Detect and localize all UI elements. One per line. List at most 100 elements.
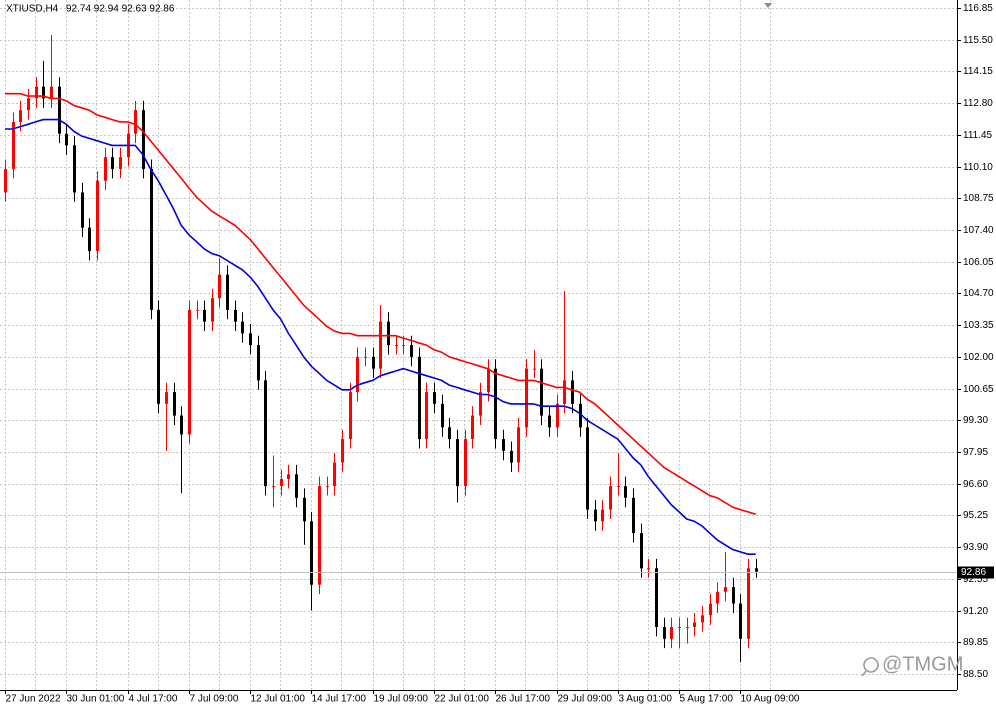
candle-body	[464, 439, 467, 487]
candle-body	[157, 309, 160, 404]
x-tick-label: 14 Jul 17:00	[312, 694, 367, 705]
x-tick-label: 22 Jul 01:00	[435, 694, 490, 705]
x-tick-label: 29 Jul 09:00	[558, 694, 613, 705]
candle-body	[586, 427, 589, 510]
candle-body	[180, 415, 183, 435]
y-tick-label: 96.60	[963, 479, 988, 490]
y-tick-label: 111.45	[963, 130, 993, 141]
candle-body	[96, 180, 99, 252]
candle-body	[35, 86, 38, 99]
candle-body	[601, 509, 604, 522]
y-tick-label: 92.55	[963, 574, 988, 585]
candle-body	[318, 486, 321, 585]
candle-body	[349, 392, 352, 440]
y-tick-label: 95.25	[963, 510, 988, 521]
y-tick-label: 116.85	[963, 3, 993, 14]
candle-body	[533, 368, 536, 370]
candle-body	[379, 321, 382, 369]
candle-body	[142, 110, 145, 169]
candle-body	[640, 533, 643, 569]
candle-body	[540, 368, 543, 416]
candle-body	[594, 509, 597, 522]
candle-body	[456, 439, 459, 487]
candle-body	[226, 274, 229, 310]
candle-body	[724, 587, 727, 592]
candle-body	[487, 368, 490, 393]
x-tick-label: 10 Aug 09:00	[741, 694, 800, 705]
candle-body	[441, 403, 444, 428]
candle-body	[173, 392, 176, 416]
candle-body	[333, 462, 336, 487]
candle-body	[548, 415, 551, 428]
candle-body	[663, 627, 666, 639]
candle-body	[264, 380, 267, 487]
candle-body	[747, 568, 750, 639]
x-tick-label: 7 Jul 09:00	[190, 694, 239, 705]
candle-body	[234, 309, 237, 322]
x-tick-label: 12 Jul 01:00	[251, 694, 306, 705]
chart-title: XTIUSD,H4	[6, 4, 59, 15]
candle-body	[563, 380, 566, 404]
candle-body	[134, 110, 137, 134]
candle-body	[188, 309, 191, 435]
candle-body	[111, 157, 114, 169]
moving-average-line	[5, 92, 756, 516]
candle-body	[418, 356, 421, 440]
candle-body	[517, 427, 520, 463]
candle-body	[739, 603, 742, 639]
y-tick-label: 91.20	[963, 606, 988, 617]
y-tick-label: 88.50	[963, 669, 988, 680]
y-tick-label: 110.10	[963, 162, 993, 173]
candle-body	[295, 474, 298, 498]
y-tick-label: 108.75	[963, 193, 994, 204]
candle-body	[510, 450, 513, 463]
x-tick-label: 5 Aug 17:00	[680, 694, 734, 705]
candle-body	[4, 168, 7, 193]
candle-body	[402, 345, 405, 347]
candle-body	[755, 568, 758, 572]
candle-body	[395, 345, 398, 347]
candle-body	[257, 345, 260, 381]
moving-average-line	[5, 118, 756, 555]
y-tick-label: 103.35	[963, 320, 994, 331]
candle-body	[150, 168, 153, 310]
y-tick-label: 102.00	[963, 352, 994, 363]
candle-body	[410, 345, 413, 357]
candle-body	[303, 497, 306, 522]
candle-body	[433, 392, 436, 404]
y-tick-label: 93.90	[963, 542, 988, 553]
x-tick-label: 19 Jul 09:00	[374, 694, 429, 705]
candle-body	[19, 110, 22, 122]
candle-body	[479, 392, 482, 416]
watermark-logo	[861, 657, 879, 677]
candle-body	[647, 568, 650, 570]
candle-body	[104, 157, 107, 181]
x-tick-label: 30 Jun 01:00	[67, 694, 125, 705]
candle-body	[165, 392, 168, 404]
scroll-marker	[764, 3, 772, 8]
candle-body	[42, 86, 45, 99]
y-tick-label: 100.65	[963, 384, 994, 395]
candle-body	[196, 309, 199, 311]
candle-body	[356, 356, 359, 393]
candle-body	[81, 192, 84, 228]
candle-body	[211, 298, 214, 322]
candle-body	[326, 486, 329, 488]
candle-body	[525, 368, 528, 428]
x-tick-label: 4 Jul 17:00	[129, 694, 178, 705]
y-tick-label: 99.30	[963, 415, 988, 426]
candle-body	[310, 521, 313, 585]
candle-body	[73, 145, 76, 193]
x-tick-label: 3 Aug 01:00	[619, 694, 673, 705]
candle-body	[471, 415, 474, 440]
y-tick-label: 106.05	[963, 257, 994, 268]
candle-body	[494, 368, 497, 440]
candle-body	[341, 439, 344, 463]
candle-body	[372, 356, 375, 369]
candle-body	[693, 622, 696, 628]
candle-body	[701, 615, 704, 623]
y-tick-label: 107.40	[963, 225, 994, 236]
candle-body	[88, 227, 91, 252]
